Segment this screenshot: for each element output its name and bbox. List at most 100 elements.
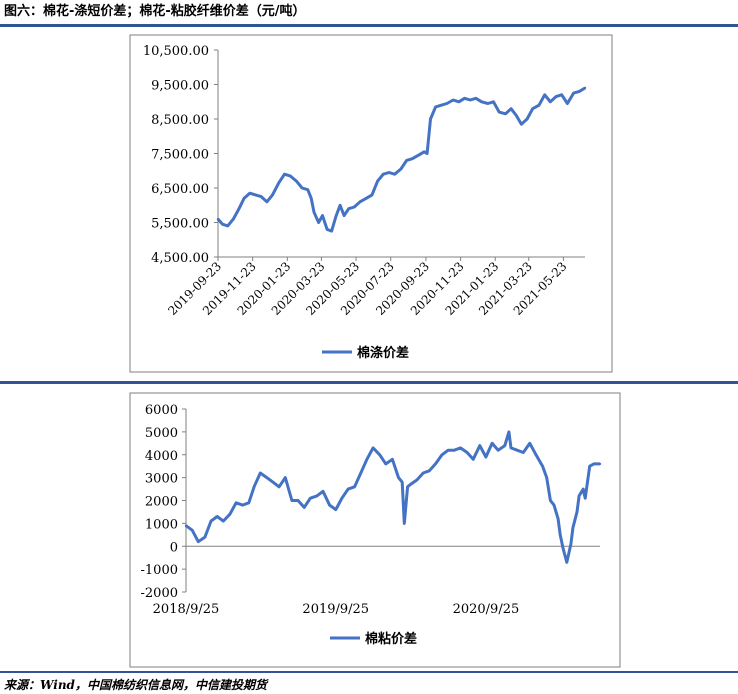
chart2-data-point <box>222 519 225 523</box>
chart2-data-point <box>384 462 387 466</box>
chart1-data-point <box>525 117 529 121</box>
chart1-y-tick-label: 7,500.00 <box>151 148 209 163</box>
chart2-data-point <box>434 462 437 466</box>
chart1-data-point <box>515 114 518 117</box>
chart1-data-point <box>330 229 333 233</box>
chart2-data-point <box>497 449 500 452</box>
chart1-data-point <box>248 192 251 195</box>
chart2-data-point <box>541 465 544 468</box>
source-note: 来源：Wind，中国棉纺织信息网，中信建投期货 <box>4 678 267 692</box>
chart1-data-point <box>469 98 472 102</box>
chart-cotton-polyester-spread: 4,500.00 5,500.00 6,500.00 7,500.00 8,500.00… <box>129 34 613 373</box>
chart2-data-point <box>588 465 591 468</box>
chart2-data-point <box>598 462 602 466</box>
chart2-data-point <box>340 497 344 500</box>
chart1-data-point <box>583 86 587 90</box>
chart1-data-point <box>387 171 391 174</box>
middle-rule <box>0 381 738 384</box>
chart1-data-point <box>543 93 546 97</box>
chart2-data-point <box>252 485 256 488</box>
chart2-data-point <box>569 542 573 546</box>
chart1-data-point <box>232 217 235 221</box>
chart1-data-point <box>411 157 414 160</box>
chart1-data-point <box>463 97 466 100</box>
chart2-data-point <box>571 526 575 530</box>
chart2-data-point <box>453 449 456 452</box>
chart2-data-point <box>197 540 200 543</box>
chart1-y-tick-label: 9,500.00 <box>151 79 209 94</box>
chart1-data-point <box>342 214 346 217</box>
top-rule <box>0 24 738 27</box>
chart1-data-point <box>365 197 368 200</box>
chart2-data-point <box>209 519 213 523</box>
chart2-data-point <box>592 462 595 466</box>
chart2-data-point <box>290 499 294 502</box>
chart2-data-point <box>406 485 409 488</box>
chart2-data-point <box>503 444 506 447</box>
chart1-data-point <box>317 221 320 224</box>
chart2-data-point <box>465 451 469 454</box>
chart2-data-point <box>247 501 250 504</box>
chart1-data-point <box>325 228 329 231</box>
chart2-data-point <box>397 476 400 479</box>
chart2-data-point <box>315 494 319 498</box>
chart1-data-point <box>498 110 501 114</box>
chart2-x-tick-label: 2018/9/25 <box>153 602 220 617</box>
chart2-data-point <box>346 487 350 491</box>
chart2-y-tick-label: 2000 <box>145 495 178 510</box>
chart2-y-tick-label: 0 <box>170 540 178 555</box>
chart2-data-point <box>203 535 207 539</box>
chart1-data-point <box>271 193 274 197</box>
chart1-data-point <box>221 223 224 226</box>
chart1-data-point <box>321 214 324 217</box>
chart2-legend-label: 棉粘价差 <box>365 631 417 647</box>
chart2-data-point <box>359 471 362 475</box>
chart1-y-tick-label: 6,500.00 <box>151 182 209 197</box>
chart2-data-point <box>371 446 375 450</box>
chart2-data-point <box>277 485 281 488</box>
chart2-data-point <box>284 476 287 479</box>
chart1-data-point <box>425 152 429 155</box>
chart2-data-point <box>259 471 262 475</box>
chart1-data-point <box>300 186 304 190</box>
chart1-data-point <box>370 193 374 197</box>
chart2-data-point <box>184 524 188 527</box>
chart2-data-point <box>559 533 562 536</box>
chart1-data-point <box>445 102 449 105</box>
chart1-data-point <box>417 154 420 157</box>
chart2-data-point <box>507 430 511 434</box>
chart2-data-point <box>565 561 568 564</box>
chart1-data-point <box>254 193 257 197</box>
chart2-data-point <box>459 446 462 450</box>
chart2-data-point <box>296 499 300 502</box>
chart2-data-point <box>575 510 579 514</box>
chart2-data-point <box>549 499 552 502</box>
chart2-y-tick-label: 4000 <box>145 449 178 464</box>
chart1-data-point <box>237 207 241 210</box>
chart2-data-point <box>428 469 431 472</box>
chart2-y-tick-label: -1000 <box>141 563 178 578</box>
chart1-data-point <box>289 174 292 178</box>
chart1-data-point <box>382 173 385 176</box>
chart1-data-point <box>405 159 408 162</box>
chart1-data-point <box>306 188 309 191</box>
chart2-data-point <box>353 485 356 488</box>
chart2-data-point <box>528 442 531 445</box>
chart2-data-point <box>484 455 488 459</box>
chart2-data-point <box>522 451 525 454</box>
chart1-data-point <box>560 93 563 97</box>
chart2-data-point <box>577 494 581 498</box>
chart2-data-point <box>422 471 425 475</box>
figure-title: 图六：棉花-涤短价差；棉花-粘胶纤维价差（元/吨） <box>4 4 306 19</box>
chart2-data-point <box>334 508 337 511</box>
chart1-y-tick-label: 10,500.00 <box>143 44 209 59</box>
chart1-data-point <box>399 167 403 171</box>
chart1-legend-label: 棉涤价差 <box>357 345 409 361</box>
chart2-data-point <box>321 490 325 493</box>
chart2-data-point <box>303 506 306 509</box>
chart1-data-point <box>277 181 280 184</box>
chart1-data-point <box>338 204 342 207</box>
chart2-data-point <box>378 453 381 456</box>
chart2-data-point <box>415 478 419 482</box>
chart1-data-point <box>572 91 575 95</box>
